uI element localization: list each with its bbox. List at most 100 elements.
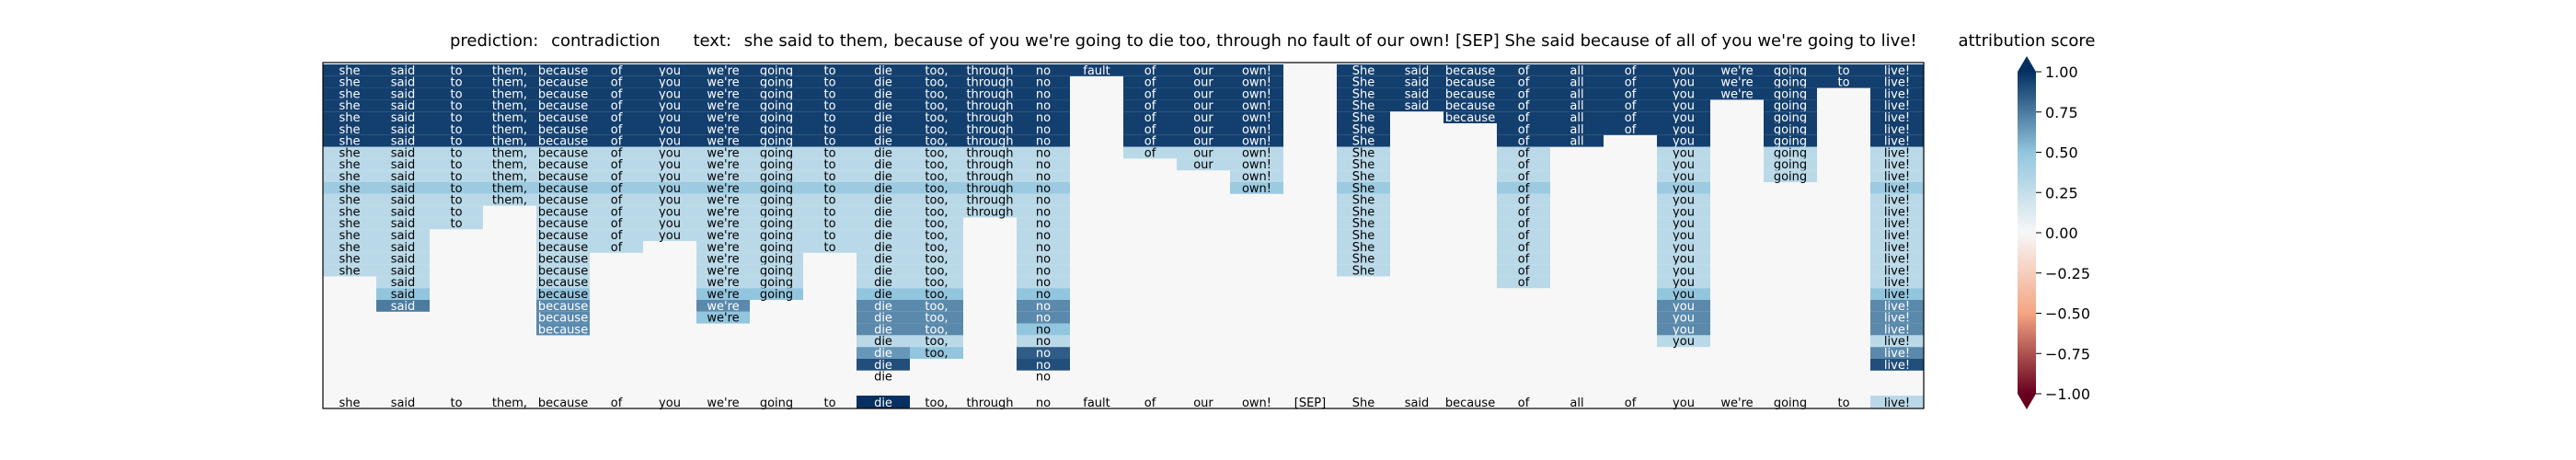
heatmap-cell	[1497, 276, 1550, 289]
heatmap-cell	[1657, 182, 1710, 194]
token-row-cell	[1870, 396, 1924, 408]
heatmap-cell-token: all	[1570, 76, 1583, 90]
heatmap-cell	[1764, 170, 1817, 182]
heatmap-cell-token: we're	[707, 288, 739, 302]
heatmap-cell	[750, 217, 803, 230]
heatmap-cell	[1817, 75, 1870, 88]
heatmap-cell	[590, 99, 643, 112]
heatmap-cell-token: too,	[925, 276, 948, 290]
heatmap-cell	[1657, 146, 1710, 159]
heatmap-cell	[857, 300, 910, 312]
heatmap-cell	[1443, 99, 1497, 112]
heatmap-cell-token: too,	[925, 111, 948, 125]
heatmap-cell-token: going	[760, 205, 793, 219]
heatmap-cell	[910, 193, 963, 206]
heatmap-cell	[536, 75, 590, 88]
heatmap-cell	[1870, 75, 1924, 88]
heatmap-cell	[1497, 205, 1550, 218]
heatmap-cell-token: of	[1518, 64, 1530, 78]
heatmap-cell	[536, 182, 590, 194]
heatmap-cell	[963, 75, 1017, 88]
heatmap-cell	[1017, 182, 1070, 194]
heatmap-cell-token: you	[659, 217, 681, 231]
token-row-cell	[1443, 396, 1497, 408]
heatmap-cell-token: she	[339, 99, 360, 113]
heatmap-cell-token: die	[874, 205, 892, 219]
heatmap-cell-token: she	[339, 253, 360, 267]
heatmap-cell-token: going	[1774, 64, 1807, 78]
heatmap-cell-token: die	[874, 87, 892, 101]
heatmap-cell-token: of	[1625, 99, 1637, 113]
heatmap-cell	[643, 111, 696, 123]
heatmap-cell-token: live!	[1884, 288, 1910, 302]
heatmap-cell	[376, 99, 430, 112]
heatmap-cell	[323, 182, 376, 194]
heatmap-cell-token: we're	[707, 99, 739, 113]
heatmap-cell-token: die	[874, 276, 892, 290]
heatmap-cell-token: no	[1036, 359, 1051, 373]
heatmap-cell	[857, 323, 910, 336]
heatmap-cell-token: live!	[1884, 123, 1910, 137]
token-row-cell	[857, 396, 910, 408]
token-row-label: she	[339, 397, 360, 410]
heatmap-cell-token: She	[1352, 241, 1375, 255]
heatmap-cell	[1017, 158, 1070, 171]
heatmap-cell	[1657, 170, 1710, 182]
heatmap-cell	[750, 193, 803, 206]
heatmap-cell-token: because	[538, 194, 588, 208]
heatmap-cell	[803, 193, 857, 206]
heatmap-cell	[1177, 111, 1230, 123]
heatmap-cell-token: too,	[925, 335, 948, 349]
heatmap-cell	[963, 205, 1017, 218]
heatmap-cell	[1017, 87, 1070, 100]
heatmap-cell-token: you	[659, 64, 681, 78]
text-label: text:	[693, 31, 731, 51]
heatmap-cell-token: of	[1518, 170, 1530, 184]
heatmap-cell	[1604, 87, 1657, 100]
heatmap-cell	[483, 111, 536, 123]
heatmap-cell-token: going	[1774, 135, 1807, 149]
token-row-label: She	[1352, 397, 1375, 410]
heatmap-cell	[1337, 134, 1390, 147]
heatmap-cell-token: said	[391, 99, 416, 113]
heatmap-cell	[1017, 146, 1070, 159]
heatmap-cell	[803, 158, 857, 171]
heatmap-cell-token: because	[538, 229, 588, 243]
heatmap-cell	[1764, 158, 1817, 171]
heatmap-cell-token: said	[391, 87, 416, 101]
token-row-label: too,	[925, 397, 948, 410]
heatmap-cell-token: going	[1774, 99, 1807, 113]
heatmap-cell	[963, 170, 1017, 182]
heatmap-cell-token: of	[611, 229, 623, 243]
heatmap-cell	[1764, 111, 1817, 123]
heatmap-cell-token: because	[538, 111, 588, 125]
heatmap-cell-token: of	[1144, 87, 1156, 101]
heatmap-cell-token: she	[339, 158, 360, 172]
heatmap-cell	[590, 64, 643, 76]
heatmap-cell	[483, 99, 536, 112]
token-row-label: of	[611, 397, 623, 410]
heatmap-cell	[910, 276, 963, 289]
heatmap-cell-token: of	[1144, 123, 1156, 137]
heatmap-cell	[1870, 87, 1924, 100]
heatmap-cell	[857, 276, 910, 289]
token-row-label: you	[659, 397, 681, 410]
heatmap-cell	[963, 193, 1017, 206]
heatmap-cell-token: going	[760, 135, 793, 149]
heatmap-cell	[1017, 347, 1070, 359]
heatmap-cell	[1337, 87, 1390, 100]
heatmap-cell-token: going	[760, 264, 793, 278]
prediction-value: contradiction	[551, 31, 661, 51]
heatmap-cell	[643, 205, 696, 218]
heatmap-cell	[323, 252, 376, 265]
heatmap-cell-token: we're	[707, 123, 739, 137]
heatmap-cell	[376, 193, 430, 206]
heatmap-cell	[963, 158, 1017, 171]
heatmap-cell-token: no	[1036, 217, 1051, 231]
heatmap-cell-token: of	[611, 87, 623, 101]
heatmap-plot: she said to them, because of you we're going to di…	[322, 62, 1925, 410]
heatmap-cell	[376, 134, 430, 147]
heatmap-cell-token: no	[1036, 300, 1051, 314]
heatmap-cell-token: we're	[707, 64, 739, 78]
heatmap-cell	[963, 123, 1017, 135]
